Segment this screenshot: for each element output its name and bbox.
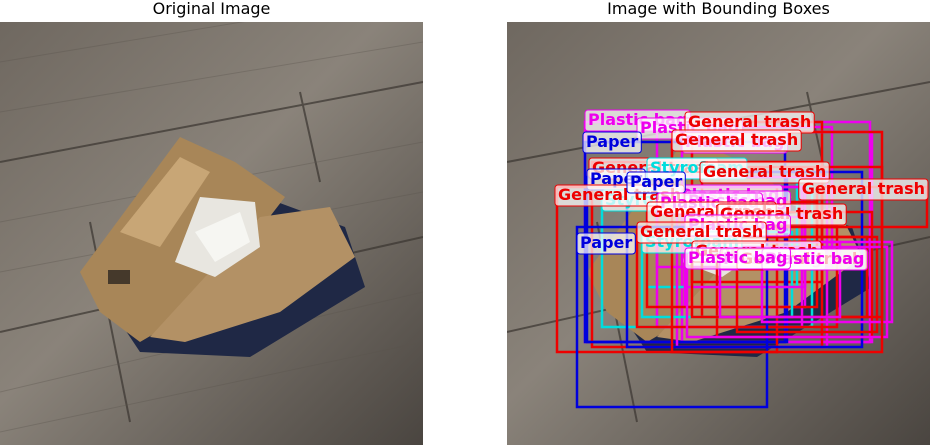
general-trash-label: General trash [684,111,815,134]
left-panel-title: Original Image [152,0,271,18]
original-photo [0,22,423,445]
general-trash-label-text: General trash [688,112,811,131]
general-trash-label-text: General trash [640,222,763,241]
paper-label-background [626,171,686,194]
paper-label: Paper [576,232,636,255]
general-trash-label: General trash [798,178,929,201]
general-trash-label: General trash [671,129,802,152]
paper-label-background [576,232,636,255]
general-trash-label-text: General trash [802,179,925,198]
paper-label-background [582,131,642,154]
general-trash-bounding-box [735,235,879,334]
plastic-bag-label: Plastic bag [684,247,791,270]
paper-label-text: Paper [580,233,632,252]
general-trash-label-background [699,161,830,184]
plastic-bag-label-background [684,247,791,270]
general-trash-label-text: General trash [675,130,798,149]
paper-label: Paper [582,131,642,154]
general-trash-label-background [671,129,802,152]
paper-label-text: Paper [630,172,682,191]
general-trash-label: General trash [636,221,767,244]
general-trash-label-text: General trash [703,162,826,181]
right-panel-title: Image with Bounding Boxes [607,0,830,18]
paper-label: Paper [626,171,686,194]
plastic-bag-bounding-box [760,240,894,324]
paper-label-text: Paper [586,132,638,151]
general-trash-label: General trash [699,161,830,184]
original-photo-drawing [0,22,423,445]
general-trash-label-background [798,178,929,201]
trash-bundle [80,137,365,357]
plastic-bag-label-text: Plastic bag [688,248,787,267]
